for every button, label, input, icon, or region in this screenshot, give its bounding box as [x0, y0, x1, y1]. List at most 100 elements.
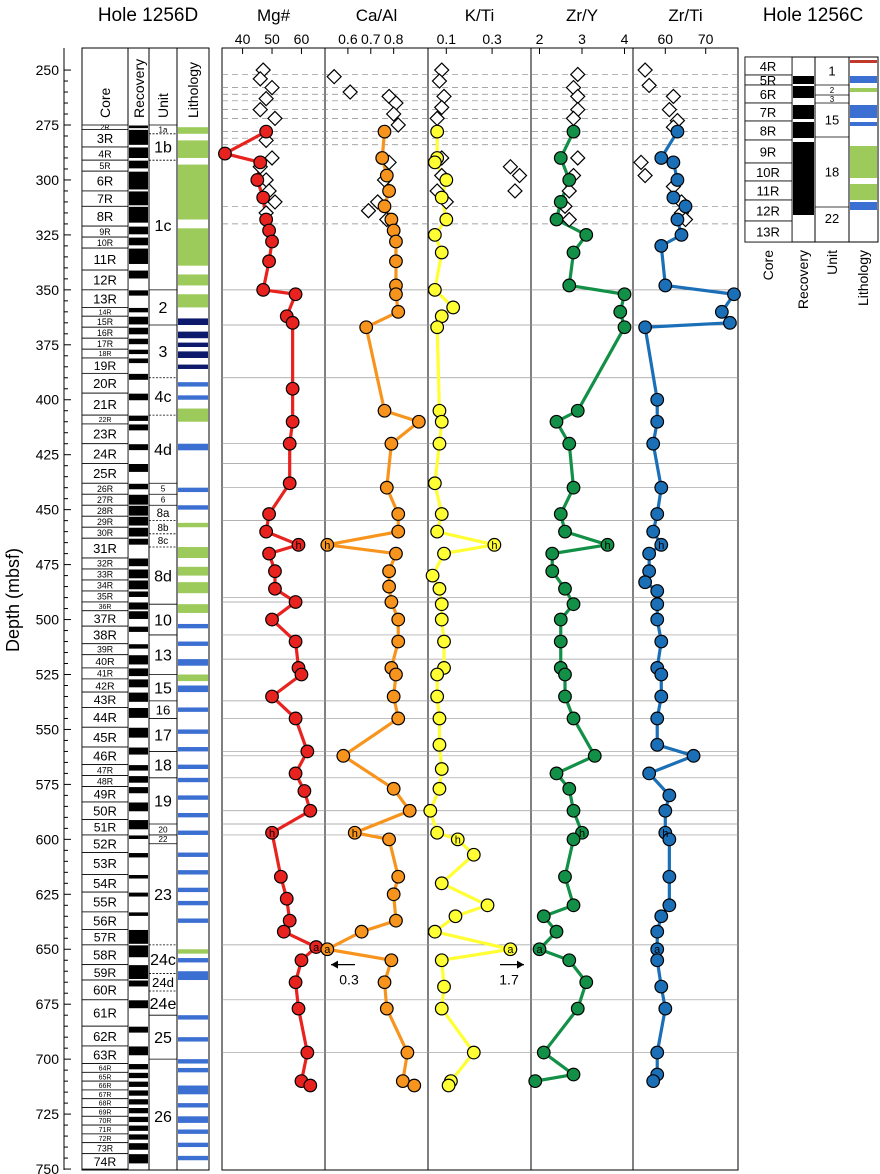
point-1256d-mg — [282, 476, 297, 491]
core-label: 74R — [94, 1155, 117, 1169]
unit-label: 6 — [161, 496, 166, 505]
depth-tick-label: 550 — [36, 721, 60, 737]
point-1256d-zry — [562, 278, 577, 293]
core-label: 4R — [98, 148, 112, 160]
point-1256d-caal — [391, 507, 406, 521]
core-label: 19R — [94, 359, 117, 373]
core-label: 22R — [99, 417, 112, 424]
special-marker: a — [507, 944, 514, 956]
special-marker: a — [536, 944, 543, 956]
unit-label: 8a — [157, 508, 170, 520]
lithology-band — [178, 1116, 208, 1123]
point-1256d-zrti — [662, 898, 677, 913]
recovery-bar — [129, 558, 148, 567]
core-label: 50R — [93, 803, 117, 818]
depth-tick-label: 450 — [36, 502, 60, 518]
point-1256d-zry — [562, 781, 577, 796]
core-label: 71R — [99, 1127, 112, 1134]
lithology-band — [178, 331, 208, 339]
right-header-core: Core — [760, 250, 776, 281]
core-label: 34R — [97, 581, 113, 591]
core-label: 52R — [93, 836, 117, 851]
point-1256d-caal — [389, 254, 403, 269]
point-1256d-mg — [300, 1045, 315, 1060]
point-1256c-caal — [390, 117, 407, 133]
hole-1256d-title: Hole 1256D — [98, 5, 198, 26]
point-1256d-caal — [336, 748, 351, 763]
point-1256d-caal — [377, 124, 392, 139]
point-1256d-zrti — [650, 584, 665, 598]
point-1256d-mg — [303, 803, 318, 818]
core-label: 27R — [97, 495, 113, 505]
point-1256d-mg — [268, 564, 282, 579]
core-label: 60R — [93, 983, 117, 998]
point-1256d-caal — [389, 913, 403, 928]
panel-title-mg: Mg# — [257, 6, 291, 25]
point-1256d-caal — [389, 546, 403, 561]
core-label: 21R — [93, 397, 117, 412]
point-1256d-kti — [439, 173, 454, 187]
unit-label: 16 — [156, 702, 171, 717]
point-1256d-mg — [285, 315, 300, 330]
point-1256d-zry — [617, 320, 632, 335]
point-1256c-mg — [264, 79, 280, 96]
point-1256d-kti — [434, 245, 449, 260]
right-header-unit: Unit — [824, 250, 840, 275]
core-label: 2R — [101, 125, 110, 132]
lithology-band — [178, 949, 208, 954]
core-label: 57R — [94, 931, 117, 945]
point-1256d-kti — [432, 737, 447, 752]
right-unit-label: 3 — [830, 95, 835, 104]
point-1256d-mg — [276, 924, 291, 939]
point-1256d-zry — [553, 634, 568, 649]
point-1256d-zrti — [674, 227, 689, 242]
recovery-bar — [129, 358, 148, 364]
point-1256d-zrti — [654, 909, 669, 924]
depth-tick-label: 725 — [36, 1106, 60, 1122]
lithology-band — [178, 659, 208, 666]
lithology-band — [178, 566, 208, 576]
point-1256c-caal — [360, 202, 377, 219]
point-1256d-kti — [430, 689, 445, 704]
recovery-bar — [129, 191, 148, 206]
core-label: 10R — [97, 238, 113, 248]
unit-label: 24c — [150, 952, 176, 969]
point-1256d-caal — [384, 436, 399, 451]
core-label: 18R — [99, 351, 112, 358]
core-label: 68R — [99, 1101, 112, 1108]
point-1256d-kti — [423, 803, 438, 818]
point-1256d-zry — [566, 245, 581, 260]
point-1256d-zry — [566, 832, 581, 847]
lithology-band — [178, 505, 208, 510]
recovery-bar — [129, 373, 148, 380]
point-1256d-kti — [487, 537, 502, 552]
plot-panels: Mg# 40 50 60 Ca/Al 0.6 0.7 0.8 K/Ti 0.1 0.3 Zr/Y 2 3 4… — [218, 6, 741, 1171]
depth-tick-label: 425 — [36, 447, 60, 463]
core-label: 17R — [97, 339, 113, 349]
unit-label: 1a — [159, 125, 168, 134]
recovery-bar — [129, 1108, 148, 1114]
recovery-bar — [129, 853, 148, 858]
point-1256d-kti — [432, 711, 447, 726]
unit-label: 8d — [154, 568, 172, 585]
core-label: 24R — [93, 446, 117, 461]
depth-tick-label: 600 — [36, 831, 60, 847]
recovery-bar — [129, 338, 148, 345]
point-1256d-kti — [437, 634, 451, 649]
point-1256d-caal — [402, 803, 417, 818]
depth-tick-label: 750 — [36, 1161, 60, 1174]
lithology-band — [178, 1085, 208, 1095]
core-label: 59R — [94, 966, 117, 980]
point-1256d-caal — [400, 1045, 415, 1060]
panel-title-zry: Zr/Y — [566, 6, 598, 25]
lithology-band — [178, 228, 208, 266]
core-label: 65R — [99, 1074, 112, 1081]
lithology-band — [178, 795, 208, 800]
recovery-bar — [129, 270, 148, 279]
right-recovery-bar — [793, 142, 814, 215]
point-1256d-zrti — [650, 507, 665, 521]
point-1256d-zrti — [642, 546, 657, 561]
right-unit-label: 2 — [830, 86, 835, 95]
point-1256d-caal — [386, 781, 401, 796]
point-1256d-mg — [262, 254, 276, 269]
